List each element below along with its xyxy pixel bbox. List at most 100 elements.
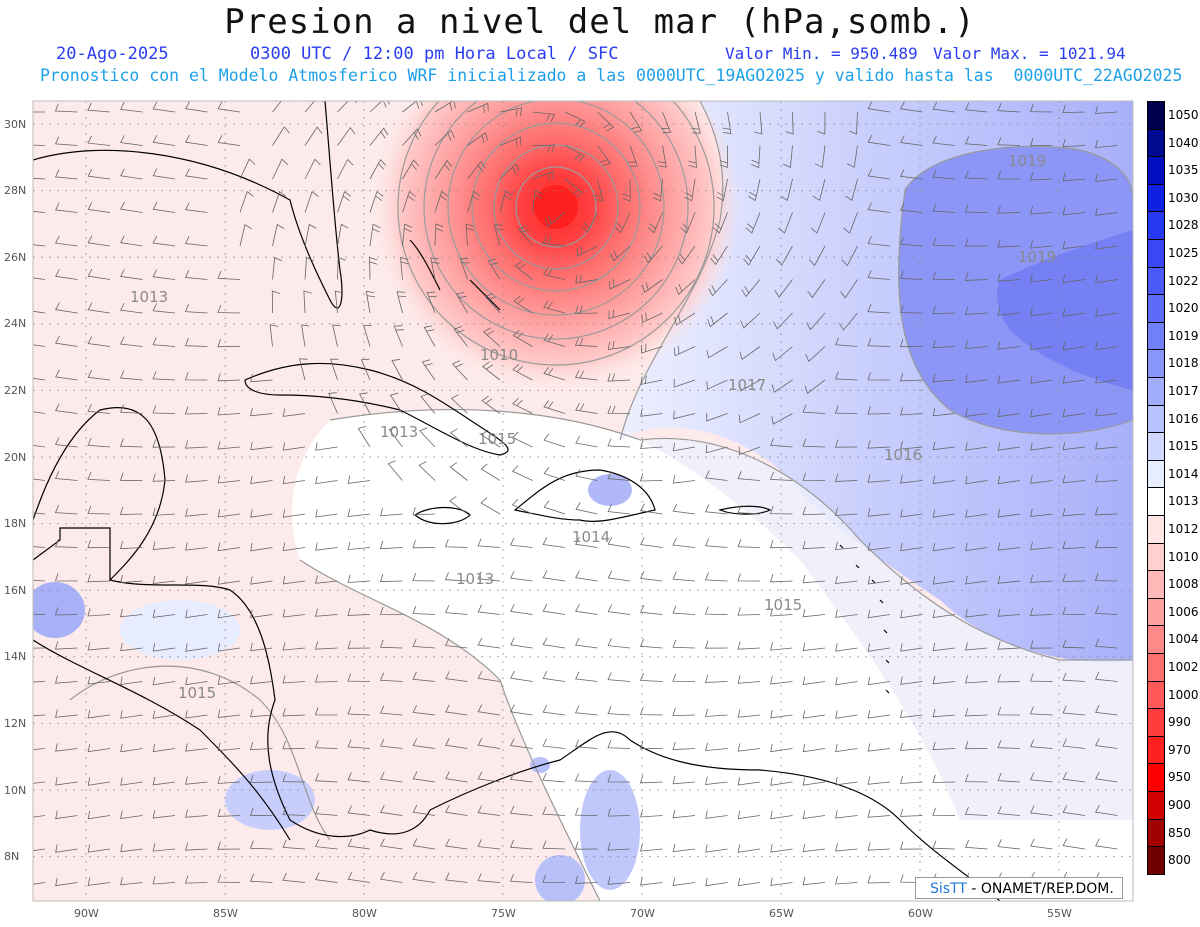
wind-barb <box>835 609 858 618</box>
wind-barb <box>217 101 241 113</box>
wind-barb <box>614 212 631 234</box>
wind-barb <box>575 536 598 548</box>
wind-barb <box>743 245 761 266</box>
wind-barb <box>834 439 858 448</box>
wind-barb <box>769 471 793 481</box>
colorbar-label: 800 <box>1168 853 1191 868</box>
wind-barb <box>347 607 371 616</box>
wind-barb <box>120 743 143 753</box>
wind-barb <box>379 540 403 550</box>
wind-barb <box>185 542 208 551</box>
wind-barb <box>87 810 111 820</box>
wind-barb <box>369 127 389 146</box>
wind-barb <box>672 673 696 682</box>
wind-barb <box>250 542 273 552</box>
wind-barb <box>1095 139 1118 149</box>
wind-barb <box>315 475 338 485</box>
wind-barb <box>396 291 407 314</box>
wind-barb <box>282 542 306 552</box>
wind-barb <box>867 875 891 884</box>
wind-barb <box>444 572 468 582</box>
colorbar-swatch <box>1147 653 1165 682</box>
wind-barb <box>314 773 338 783</box>
wind-barb <box>359 392 371 414</box>
wind-barb <box>332 324 341 347</box>
wind-barb <box>434 101 456 113</box>
wind-barb <box>965 340 988 350</box>
wind-barb <box>347 838 371 850</box>
wind-barb <box>120 843 143 853</box>
contour-label: 1016 <box>884 446 922 464</box>
wind-barb <box>607 672 631 682</box>
colorbar-label: 1015 <box>1168 439 1199 454</box>
wind-barb <box>900 135 923 146</box>
wind-barb <box>499 107 523 117</box>
wind-barb <box>608 309 631 320</box>
colorbar-swatch <box>1147 321 1165 351</box>
wind-barb <box>932 237 956 247</box>
wind-barb <box>412 804 436 816</box>
wind-barb <box>737 844 761 853</box>
wind-barb <box>997 575 1021 584</box>
wind-barb <box>608 279 631 290</box>
wind-barb <box>426 291 437 314</box>
wind-barb <box>1029 673 1053 682</box>
wind-barb <box>622 178 631 202</box>
wind-barb <box>369 256 378 280</box>
wind-barb <box>282 839 306 850</box>
wind-barb <box>272 191 287 213</box>
wind-barb <box>304 257 315 280</box>
lon-tick-label: 75W <box>491 907 516 920</box>
max-value-label: Valor Max. = 1021.94 <box>933 44 1126 63</box>
wind-barb <box>808 245 826 267</box>
wind-barb <box>1095 308 1118 317</box>
wind-barb <box>484 293 501 314</box>
wind-barb <box>120 302 143 314</box>
colorbar-label: 1035 <box>1168 163 1199 178</box>
wind-barb <box>217 609 241 619</box>
wind-barb <box>152 473 176 482</box>
wind-barb <box>282 576 306 585</box>
wind-barb <box>997 839 1021 850</box>
wind-barb <box>315 575 338 584</box>
wind-barb <box>1095 441 1118 450</box>
wind-barb <box>705 444 728 454</box>
wind-barb <box>740 312 761 329</box>
wind-barb <box>185 710 208 719</box>
wind-barb <box>867 776 891 785</box>
wind-barb <box>640 440 663 449</box>
wind-barb <box>672 503 696 515</box>
wind-barb <box>518 225 533 247</box>
wind-barb <box>640 843 663 852</box>
wind-barb <box>445 737 468 749</box>
wind-barb <box>673 379 696 388</box>
wind-barb <box>54 641 78 650</box>
wind-barb <box>418 461 436 481</box>
wind-barb <box>705 470 728 481</box>
wind-barb <box>33 681 46 683</box>
wind-barb <box>337 256 346 280</box>
wind-barb <box>337 223 349 247</box>
wind-barb <box>185 168 208 180</box>
wind-barb <box>217 475 241 484</box>
wind-barb <box>867 202 891 213</box>
wind-barb <box>932 373 956 383</box>
wind-barb <box>298 358 308 381</box>
colorbar-label: 1040 <box>1168 135 1199 150</box>
wind-barb <box>444 638 468 649</box>
wind-barb <box>673 345 696 357</box>
wind-barb <box>802 876 826 886</box>
wind-barb <box>867 304 891 314</box>
wind-barb <box>900 742 923 751</box>
wind-barb <box>455 292 468 314</box>
wind-barb <box>119 438 143 448</box>
wind-barb <box>445 805 468 816</box>
wind-barb <box>1030 206 1053 215</box>
lon-tick-label: 55W <box>1047 907 1072 920</box>
wind-barb <box>510 570 533 582</box>
wind-barb <box>672 741 696 751</box>
wind-barb <box>152 876 176 885</box>
wind-barb <box>119 506 143 515</box>
wind-barb <box>1030 341 1053 351</box>
wind-barb <box>867 440 891 449</box>
